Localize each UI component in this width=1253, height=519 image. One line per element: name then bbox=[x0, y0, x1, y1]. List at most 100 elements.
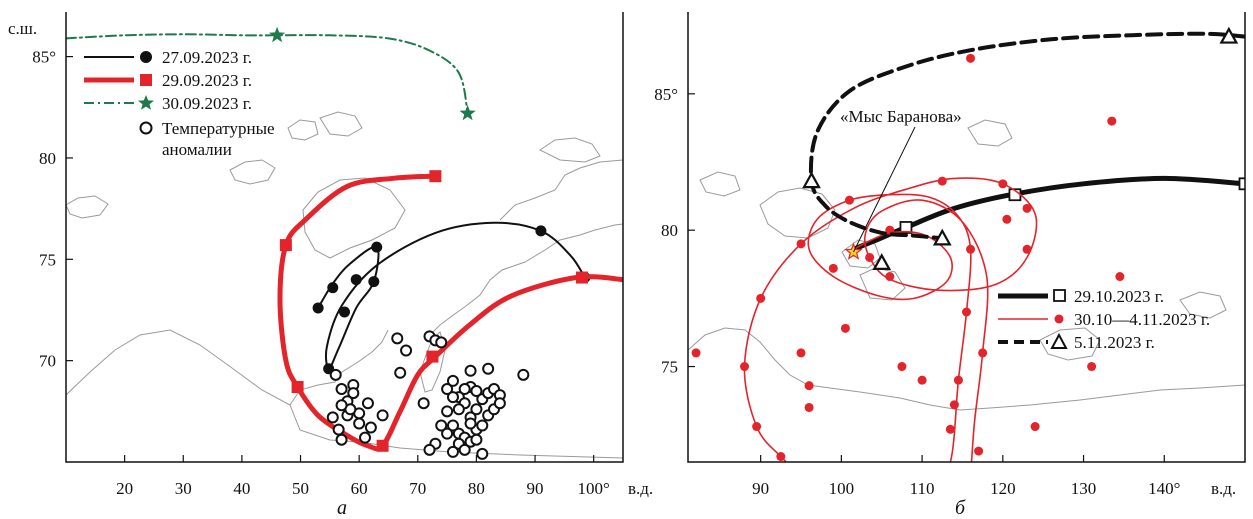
series-point-b-1 bbox=[1087, 362, 1097, 372]
series-point-a-3 bbox=[446, 445, 459, 458]
panel-a-x-tick-label: 70 bbox=[409, 479, 426, 498]
series-point-a-3 bbox=[353, 417, 366, 430]
series-point-a-1 bbox=[426, 350, 439, 363]
series-point-a-3 bbox=[441, 427, 454, 440]
series-point-a-3 bbox=[417, 397, 430, 410]
series-line-b-2 bbox=[808, 31, 1245, 241]
series-point-b-1 bbox=[740, 362, 750, 372]
series-point-a-3 bbox=[361, 397, 374, 410]
series-point-a-0 bbox=[327, 282, 339, 294]
series-point-a-3 bbox=[446, 419, 459, 432]
series-point-a-1 bbox=[291, 381, 304, 393]
series-point-a-3 bbox=[435, 336, 448, 349]
series-point-b-1 bbox=[756, 293, 766, 303]
legend-b-label-2: 30.10—4.11.2023 г. bbox=[1074, 310, 1210, 329]
series-point-a-3 bbox=[335, 383, 348, 396]
legend-a-label-4-line-2: аномалии bbox=[162, 140, 232, 159]
series-point-b-1 bbox=[962, 307, 971, 317]
series-point-a-3 bbox=[493, 397, 506, 410]
series-point-a-3 bbox=[470, 385, 483, 398]
series-line-a-0 bbox=[317, 221, 586, 370]
series-point-b-1 bbox=[828, 263, 838, 273]
series-point-a-3 bbox=[347, 387, 360, 400]
panel-b-y-tick-label: 85° bbox=[654, 85, 678, 104]
legend-a-label-4-line-1: Температурные bbox=[162, 119, 275, 138]
series-point-b-1 bbox=[844, 195, 854, 205]
panel-a-axes: 20 30 40 50 60 70 80 90 100° 70 75 80 85° bbox=[32, 48, 610, 498]
series-point-a-3 bbox=[517, 368, 530, 381]
panel-b-x-tick-label: 100 bbox=[829, 479, 855, 498]
panel-a-plot-area bbox=[66, 26, 623, 460]
cape-annotation-label: «Мыс Баранова» bbox=[840, 107, 962, 126]
panel-a-x-tick-label: 100° bbox=[578, 479, 610, 498]
panel-b-x-tick-label: 90 bbox=[752, 479, 769, 498]
panel-a-x-tick-label: 40 bbox=[233, 479, 250, 498]
series-point-b-2 bbox=[802, 171, 821, 189]
panel-b-x-axis-label: в.д. bbox=[1211, 479, 1236, 498]
series-point-a-1 bbox=[376, 439, 389, 452]
series-point-a-3 bbox=[335, 433, 348, 446]
panel-b-frame bbox=[687, 12, 1246, 463]
panel-a-legend: 27.09.2023 г. 29.09.2023 г. 30.09.2023 г… bbox=[84, 48, 275, 159]
series-point-a-3 bbox=[464, 364, 477, 377]
series-point-a-3 bbox=[364, 421, 377, 434]
series-point-a-3 bbox=[329, 368, 342, 381]
series-point-b-1 bbox=[937, 176, 947, 186]
series-point-b-1 bbox=[897, 362, 907, 372]
panel-a-frame bbox=[65, 12, 624, 463]
series-point-a-3 bbox=[359, 431, 372, 444]
panel-a-x-tick-label: 20 bbox=[116, 479, 133, 498]
cape-annotation: «Мыс Баранова» bbox=[840, 107, 962, 253]
series-point-a-0 bbox=[368, 276, 380, 288]
series-point-b-0 bbox=[1238, 177, 1245, 191]
legend-a-item-1: 27.09.2023 г. bbox=[84, 48, 252, 67]
series-point-a-3 bbox=[476, 419, 489, 432]
panel-a-y-tick-label: 75 bbox=[39, 250, 56, 269]
series-point-a-3 bbox=[464, 417, 477, 430]
series-point-b-2 bbox=[1219, 26, 1239, 44]
panel-b-y-tick-label: 80 bbox=[661, 221, 678, 240]
series-point-b-1 bbox=[691, 348, 701, 358]
panel-a-x-tick-label: 60 bbox=[351, 479, 368, 498]
series-point-b-1 bbox=[1022, 244, 1032, 254]
series-point-a-3 bbox=[335, 399, 348, 412]
legend-b-item-1: 29.10.2023 г. bbox=[998, 287, 1164, 306]
legend-a-label-2: 29.09.2023 г. bbox=[162, 71, 252, 90]
series-point-b-1 bbox=[978, 348, 988, 358]
legend-a-label-3: 30.09.2023 г. bbox=[162, 94, 252, 113]
panel-b-plot-area bbox=[691, 26, 1245, 462]
series-point-a-3 bbox=[441, 383, 454, 396]
series-point-a-0 bbox=[371, 241, 383, 253]
series-line-a-1 bbox=[277, 173, 623, 452]
series-point-b-1 bbox=[974, 446, 984, 456]
panel-b-x-tick-label: 140° bbox=[1148, 479, 1180, 498]
series-point-a-3 bbox=[476, 447, 489, 460]
series-point-a-0 bbox=[339, 306, 350, 318]
series-point-a-3 bbox=[394, 366, 407, 379]
series-point-a-3 bbox=[446, 374, 459, 387]
series-point-b-1 bbox=[1107, 116, 1117, 126]
series-point-a-1 bbox=[429, 170, 442, 183]
panel-a-x-tick-label: 50 bbox=[292, 479, 309, 498]
panel-b: 90 100 110 120 130 140° 75 80 85° в.д. б «Мыс Ба… bbox=[654, 12, 1246, 519]
panel-a-x-tick-label: 30 bbox=[175, 479, 192, 498]
series-point-b-1 bbox=[1030, 422, 1040, 432]
panel-b-x-tick-label: 130 bbox=[1071, 479, 1097, 498]
series-point-a-0 bbox=[312, 302, 324, 314]
series-point-b-1 bbox=[804, 402, 814, 412]
panel-b-letter: б bbox=[955, 497, 966, 519]
series-point-b-1 bbox=[752, 422, 762, 432]
series-point-a-3 bbox=[326, 411, 339, 424]
panel-a-letter: а bbox=[337, 497, 347, 519]
series-point-a-3 bbox=[423, 443, 436, 456]
panel-b-x-tick-label: 120 bbox=[990, 479, 1016, 498]
panel-a-y-tick-label: 85° bbox=[32, 48, 56, 67]
series-point-b-1 bbox=[953, 375, 963, 385]
series-point-b-1 bbox=[776, 452, 786, 462]
series-point-b-1 bbox=[945, 424, 955, 434]
series-point-b-1 bbox=[966, 244, 976, 254]
series-point-b-2 bbox=[932, 228, 952, 246]
legend-a-item-4: Температурные аномалии bbox=[139, 119, 275, 159]
series-point-b-1 bbox=[998, 179, 1008, 189]
